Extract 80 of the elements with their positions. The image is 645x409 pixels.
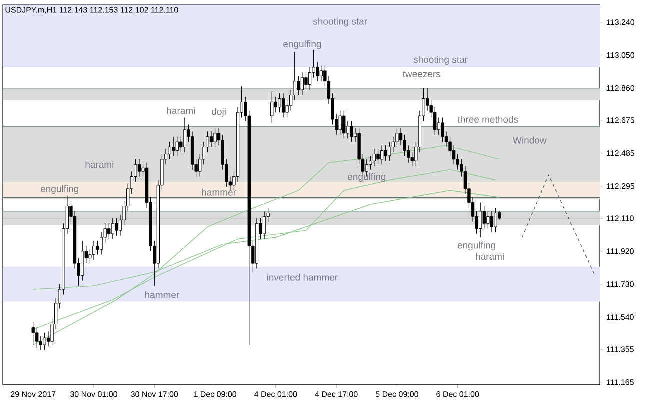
candlestick xyxy=(183,117,187,153)
y-tick-label: 112.110 xyxy=(607,216,634,222)
y-tick-label: 112.860 xyxy=(607,85,635,92)
x-tick-label: 5 Dec 09:00 xyxy=(376,392,418,398)
candlestick xyxy=(434,107,437,136)
y-tick-label: 111.730 xyxy=(607,282,634,288)
x-tick-label: 30 Nov 17:00 xyxy=(131,392,178,398)
candlestick xyxy=(376,148,380,165)
candlestick xyxy=(214,128,217,148)
candlestick xyxy=(43,332,46,351)
candlestick xyxy=(342,110,346,139)
annotation: harami xyxy=(476,253,504,260)
candlestick xyxy=(372,148,376,167)
annotation: engulfing xyxy=(40,185,79,194)
annotation: three methods xyxy=(458,116,518,123)
candlestick xyxy=(262,211,266,240)
candlestick xyxy=(138,159,142,178)
candlestick xyxy=(396,128,399,148)
annotation: Window xyxy=(513,136,547,144)
x-tick-label: 6 Dec 01:00 xyxy=(436,392,480,398)
candlestick xyxy=(96,240,100,256)
candlestick xyxy=(36,327,39,349)
chart-title: USDJPY.m,H1 112.143 112.153 112.102 112.110 xyxy=(6,7,178,14)
y-tick-label: 111.920 xyxy=(607,248,634,254)
candlestick xyxy=(108,223,111,240)
candlestick xyxy=(308,67,312,90)
annotation: hammer xyxy=(145,291,180,298)
candlestick xyxy=(115,218,118,236)
annotation: tweezers xyxy=(402,71,441,78)
candlestick xyxy=(494,208,498,233)
candlestick xyxy=(32,322,35,346)
y-tick-label: 113.240 xyxy=(607,20,635,26)
candlestick xyxy=(172,136,176,156)
y-tick-label: 111.165 xyxy=(607,380,634,386)
candlestick xyxy=(338,110,342,136)
annotation: shooting star xyxy=(313,18,368,27)
annotation: engulfing xyxy=(284,40,322,50)
candlestick xyxy=(282,93,286,118)
annotation: doji xyxy=(212,108,226,118)
x-tick-label: 4 Dec 17:00 xyxy=(315,392,358,398)
annotation: inverted hammer xyxy=(267,274,338,281)
annotation: harami xyxy=(86,161,114,168)
x-tick-label: 4 Dec 01:00 xyxy=(254,392,298,398)
candlestick xyxy=(210,131,214,148)
candlestick xyxy=(486,211,490,230)
candlestick xyxy=(482,206,486,230)
candlestick xyxy=(479,202,482,238)
y-tick-label: 111.540 xyxy=(607,314,634,320)
candlestick xyxy=(274,96,278,113)
candlestick xyxy=(350,120,354,142)
candlestick xyxy=(490,211,494,233)
candlestick xyxy=(111,218,115,240)
candlestick xyxy=(384,145,388,162)
y-tick-label: 112.485 xyxy=(607,150,635,156)
candlestick xyxy=(380,145,384,165)
candlestick xyxy=(92,240,96,260)
x-tick-label: 30 Nov 01:00 xyxy=(70,392,118,398)
candlestick xyxy=(278,93,282,113)
annotation: harami xyxy=(167,107,196,114)
candlestick xyxy=(300,72,304,96)
candlestick xyxy=(304,72,308,90)
candlestick xyxy=(39,336,42,351)
y-tick-label: 112.675 xyxy=(607,118,635,124)
y-tick-label: 112.295 xyxy=(607,183,635,190)
candlestick xyxy=(176,136,179,156)
candlestick xyxy=(316,62,320,82)
candlestick xyxy=(100,232,104,256)
y-tick-label: 113.050 xyxy=(607,52,635,58)
annotation: engulfing xyxy=(458,242,496,251)
candlestick xyxy=(392,136,395,153)
annotation: engulfing xyxy=(348,173,386,182)
annotation: hammer xyxy=(202,188,236,196)
candlestick xyxy=(297,76,300,96)
x-tick-label: 1 Dec 09:00 xyxy=(194,392,237,398)
x-tick-label: 29 Nov 2017 xyxy=(11,392,56,398)
annotation: shooting star xyxy=(414,56,468,65)
candlestick xyxy=(320,65,323,82)
y-tick-label: 111.355 xyxy=(607,346,634,352)
candlestick xyxy=(270,91,274,124)
candlestick xyxy=(452,145,456,165)
